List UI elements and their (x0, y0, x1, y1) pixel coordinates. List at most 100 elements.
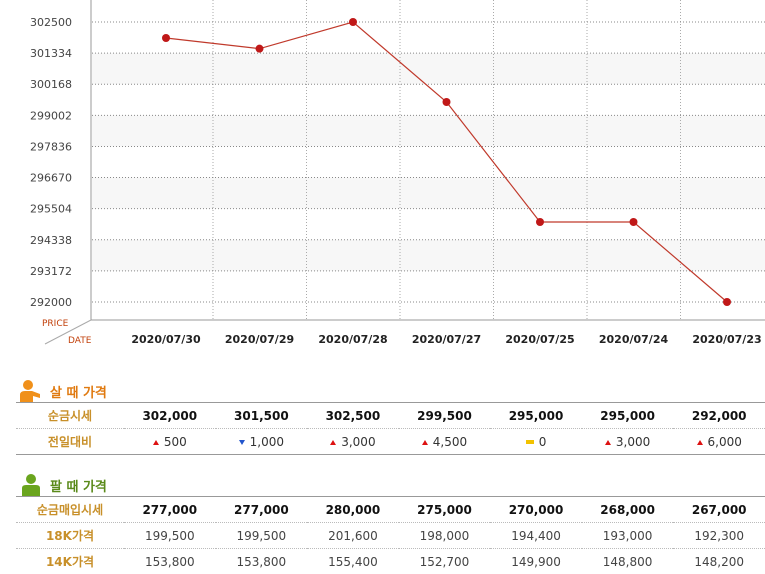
change-cell: 6,000 (673, 429, 765, 455)
table-cell: 268,000 (582, 497, 674, 523)
up-arrow-icon (697, 440, 703, 445)
down-arrow-icon (239, 440, 245, 445)
table-cell: 193,000 (582, 523, 674, 549)
data-point (630, 218, 638, 226)
change-value: 3,000 (616, 435, 650, 449)
up-arrow-icon (330, 440, 336, 445)
x-tick-label: 2020/07/27 (412, 333, 481, 346)
change-cell: 1,000 (216, 429, 308, 455)
y-tick-label: 301334 (30, 47, 72, 60)
table-cell: 295,000 (582, 403, 674, 429)
change-cell: 4,500 (399, 429, 491, 455)
sell-price-table: 순금매입시세 277,000 277,000 280,000 275,000 2… (16, 496, 765, 574)
y-tick-label: 302500 (30, 16, 72, 29)
x-axis-label: DATE (68, 336, 92, 346)
change-value: 0 (539, 435, 547, 449)
row-label: 순금시세 (16, 403, 124, 429)
sell-title: 팔 때 가격 (50, 476, 107, 495)
row-label: 18K가격 (16, 523, 124, 549)
y-tick-labels: 302500 301334 300168 299002 297836 296670 2955… (30, 16, 72, 309)
table-cell: 155,400 (307, 549, 399, 574)
table-row: 전일대비 500 1,000 3,000 4,500 0 3,000 6,000 (16, 429, 765, 455)
chart-bands (92, 53, 765, 271)
x-tick-label: 2020/07/28 (318, 333, 387, 346)
table-cell: 198,000 (399, 523, 491, 549)
change-value: 6,000 (708, 435, 742, 449)
change-cell: 3,000 (307, 429, 399, 455)
y-tick-label: 292000 (30, 296, 72, 309)
table-cell: 153,800 (216, 549, 308, 574)
table-row: 순금시세 302,000 301,500 302,500 299,500 295… (16, 403, 765, 429)
table-cell: 302,000 (124, 403, 216, 429)
table-cell: 201,600 (307, 523, 399, 549)
table-cell: 280,000 (307, 497, 399, 523)
y-axis-label: PRICE (42, 319, 69, 329)
x-tick-label: 2020/07/25 (505, 333, 574, 346)
data-point (536, 218, 544, 226)
y-tick-label: 300168 (30, 78, 72, 91)
y-tick-label: 295504 (30, 203, 72, 216)
change-value: 500 (164, 435, 187, 449)
x-tick-label: 2020/07/29 (225, 333, 294, 346)
y-tick-label: 297836 (30, 140, 72, 153)
person-icon (18, 473, 44, 497)
table-cell: 199,500 (124, 523, 216, 549)
table-cell: 275,000 (399, 497, 491, 523)
data-point (723, 298, 731, 306)
table-cell: 277,000 (216, 497, 308, 523)
data-point (162, 34, 170, 42)
table-cell: 267,000 (673, 497, 765, 523)
table-cell: 277,000 (124, 497, 216, 523)
up-arrow-icon (605, 440, 611, 445)
data-point (443, 98, 451, 106)
table-cell: 194,400 (490, 523, 582, 549)
chart-vertical-grid (213, 0, 765, 320)
table-cell: 301,500 (216, 403, 308, 429)
price-chart: 302500 301334 300168 299002 297836 296670 2955… (0, 0, 765, 355)
table-cell: 148,200 (673, 549, 765, 574)
table-cell: 152,700 (399, 549, 491, 574)
table-cell: 192,300 (673, 523, 765, 549)
table-cell: 270,000 (490, 497, 582, 523)
buy-header: 살 때 가격 (18, 378, 107, 404)
change-cell: 500 (124, 429, 216, 455)
row-label: 14K가격 (16, 549, 124, 574)
chart-band (92, 115, 765, 146)
table-row: 14K가격 153,800 153,800 155,400 152,700 14… (16, 549, 765, 574)
table-cell: 153,800 (124, 549, 216, 574)
change-cell: 3,000 (582, 429, 674, 455)
row-label: 전일대비 (16, 429, 124, 455)
change-value: 4,500 (433, 435, 467, 449)
table-cell: 148,800 (582, 549, 674, 574)
y-tick-label: 293172 (30, 265, 72, 278)
chart-band (92, 53, 765, 84)
table-cell: 199,500 (216, 523, 308, 549)
change-cell: 0 (490, 429, 582, 455)
x-tick-label: 2020/07/23 (692, 333, 761, 346)
y-tick-label: 296670 (30, 172, 72, 185)
data-point (256, 45, 264, 53)
change-value: 1,000 (250, 435, 284, 449)
up-arrow-icon (422, 440, 428, 445)
up-arrow-icon (153, 440, 159, 445)
table-cell: 299,500 (399, 403, 491, 429)
data-point (349, 18, 357, 26)
chart-band (92, 240, 765, 271)
table-row: 18K가격 199,500 199,500 201,600 198,000 19… (16, 523, 765, 549)
person-icon (18, 379, 44, 403)
table-row: 순금매입시세 277,000 277,000 280,000 275,000 2… (16, 497, 765, 523)
y-tick-label: 299002 (30, 109, 72, 122)
chart-band (92, 178, 765, 209)
y-tick-label: 294338 (30, 234, 72, 247)
x-tick-labels: 2020/07/30 2020/07/29 2020/07/28 2020/07/27… (131, 333, 761, 346)
row-label: 순금매입시세 (16, 497, 124, 523)
x-tick-label: 2020/07/30 (131, 333, 201, 346)
sell-header: 팔 때 가격 (18, 472, 107, 498)
no-change-icon (526, 440, 534, 444)
buy-title: 살 때 가격 (50, 382, 107, 401)
table-cell: 292,000 (673, 403, 765, 429)
buy-price-table: 순금시세 302,000 301,500 302,500 299,500 295… (16, 402, 765, 455)
x-tick-label: 2020/07/24 (599, 333, 669, 346)
table-cell: 149,900 (490, 549, 582, 574)
table-cell: 295,000 (490, 403, 582, 429)
